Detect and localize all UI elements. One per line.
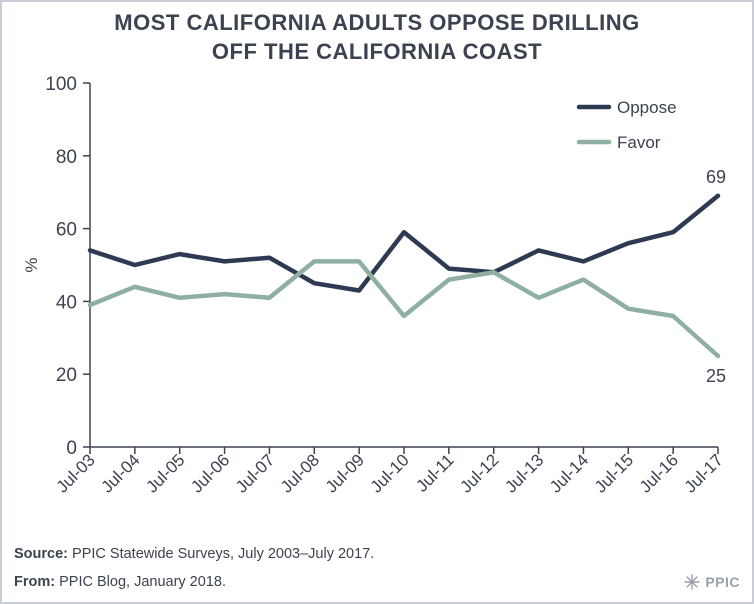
logo-text: PPIC bbox=[705, 574, 740, 590]
starburst-icon bbox=[684, 574, 701, 590]
end-label-favor: 25 bbox=[706, 366, 726, 386]
x-tick-label: Jul-08 bbox=[277, 450, 323, 496]
x-tick-label: Jul-11 bbox=[412, 450, 457, 495]
y-tick-label: 20 bbox=[56, 365, 77, 386]
source-text: PPIC Statewide Surveys, July 2003–July 2… bbox=[68, 546, 375, 562]
x-tick-label: Jul-15 bbox=[591, 450, 637, 496]
series-line-favor bbox=[87, 259, 721, 359]
from-label: From: bbox=[14, 574, 56, 590]
chart-title-line-1: MOST CALIFORNIA ADULTS OPPOSE DRILLING bbox=[114, 10, 640, 35]
source-note: Source: PPIC Statewide Surveys, July 200… bbox=[14, 546, 374, 562]
y-tick-label: 40 bbox=[56, 292, 77, 313]
x-tick-label: Jul-13 bbox=[501, 450, 547, 496]
y-tick-label: 100 bbox=[45, 74, 77, 95]
source-label: Source: bbox=[14, 546, 68, 562]
legend-label-oppose: Oppose bbox=[617, 98, 677, 117]
from-text: PPIC Blog, January 2018. bbox=[55, 574, 226, 590]
x-tick-label: Jul-05 bbox=[142, 450, 188, 496]
x-tick-label: Jul-17 bbox=[681, 450, 727, 496]
x-tick-label: Jul-09 bbox=[322, 450, 368, 496]
x-tick-label: Jul-07 bbox=[232, 450, 278, 496]
x-tick-label: Jul-16 bbox=[636, 450, 682, 496]
y-tick-label: 0 bbox=[66, 438, 77, 459]
x-tick-label: Jul-12 bbox=[456, 450, 502, 496]
series-line-oppose bbox=[87, 193, 721, 293]
x-tick-label: Jul-04 bbox=[98, 450, 144, 496]
y-tick-label: 80 bbox=[56, 147, 77, 168]
from-note: From: PPIC Blog, January 2018. bbox=[14, 574, 226, 590]
chart-title-line-2: OFF THE CALIFORNIA COAST bbox=[211, 39, 543, 64]
x-tick-label: Jul-10 bbox=[367, 450, 413, 496]
x-tick-label: Jul-14 bbox=[546, 450, 592, 496]
x-tick-label: Jul-06 bbox=[187, 450, 233, 496]
y-tick-label: 60 bbox=[56, 220, 77, 241]
end-label-oppose: 69 bbox=[706, 167, 726, 187]
chart-title: MOST CALIFORNIA ADULTS OPPOSE DRILLING O… bbox=[0, 8, 754, 66]
y-axis-label: % bbox=[22, 257, 41, 272]
ppic-logo: PPIC bbox=[684, 574, 740, 590]
legend-label-favor: Favor bbox=[617, 133, 661, 152]
